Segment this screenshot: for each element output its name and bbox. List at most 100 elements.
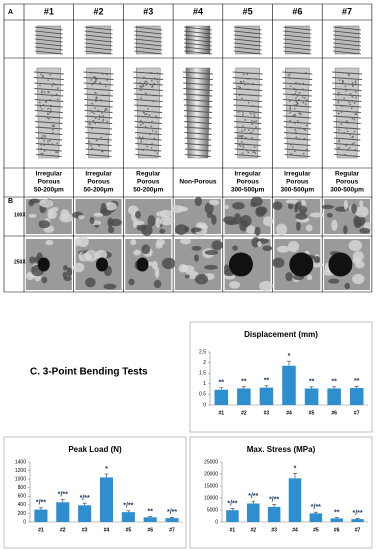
pore bbox=[147, 108, 149, 110]
thread bbox=[333, 42, 362, 47]
pore bbox=[355, 113, 358, 116]
thread bbox=[332, 77, 362, 80]
pore bbox=[253, 151, 255, 153]
pore bbox=[139, 82, 141, 84]
pore bbox=[252, 105, 254, 107]
error-bar bbox=[251, 500, 256, 504]
sem-texture bbox=[28, 199, 35, 207]
pore bbox=[293, 87, 296, 90]
pore bbox=[50, 104, 52, 107]
pore bbox=[242, 73, 245, 76]
error-bar bbox=[170, 516, 175, 519]
sem-texture bbox=[306, 274, 313, 281]
sem-texture bbox=[151, 260, 158, 270]
thread bbox=[283, 104, 312, 108]
pore bbox=[353, 130, 356, 133]
column-description: Irregular bbox=[284, 171, 311, 178]
thread bbox=[33, 77, 64, 80]
thread bbox=[284, 148, 311, 152]
pore bbox=[244, 83, 246, 86]
pore bbox=[92, 120, 95, 122]
pore bbox=[294, 113, 296, 116]
sem-texture bbox=[134, 220, 145, 226]
pore bbox=[338, 140, 340, 143]
chart-frame bbox=[3, 436, 187, 549]
thread bbox=[233, 110, 262, 113]
thread bbox=[234, 143, 261, 146]
pore bbox=[105, 73, 108, 75]
column-description: 50-200μm bbox=[34, 187, 64, 194]
pore bbox=[43, 144, 45, 146]
pore bbox=[148, 114, 151, 116]
significance-label: */** bbox=[227, 500, 237, 507]
thread bbox=[84, 110, 113, 113]
pore bbox=[49, 111, 51, 114]
thread bbox=[84, 30, 113, 35]
sem-texture bbox=[38, 220, 51, 229]
pore bbox=[337, 147, 339, 150]
thread bbox=[34, 26, 63, 31]
sem-texture bbox=[211, 214, 217, 225]
significance-label: */** bbox=[123, 503, 133, 510]
bar bbox=[330, 518, 343, 522]
sem-texture bbox=[309, 212, 324, 218]
pore bbox=[345, 144, 347, 147]
thread bbox=[332, 104, 362, 108]
pore bbox=[237, 135, 240, 137]
pore bbox=[305, 103, 307, 105]
pore bbox=[243, 80, 245, 83]
thread bbox=[283, 115, 312, 119]
sem-texture bbox=[298, 205, 308, 214]
error-bar bbox=[219, 387, 224, 390]
thread bbox=[284, 143, 311, 146]
column-description: Porous bbox=[236, 179, 259, 186]
pore bbox=[237, 85, 240, 88]
x-tick-label: #1 bbox=[219, 410, 225, 416]
pore bbox=[287, 74, 290, 76]
bar bbox=[78, 505, 92, 522]
thread bbox=[134, 132, 162, 135]
pore bbox=[155, 115, 157, 117]
sem-texture bbox=[78, 215, 85, 220]
pore bbox=[295, 104, 298, 107]
pore bbox=[242, 146, 245, 148]
thread bbox=[283, 121, 312, 124]
significance-label: */** bbox=[167, 509, 177, 516]
sem-texture bbox=[133, 249, 141, 256]
y-tick-label: 15000 bbox=[204, 483, 218, 489]
pore bbox=[337, 94, 340, 96]
pore bbox=[239, 86, 242, 89]
sem-texture bbox=[245, 225, 256, 234]
pore bbox=[39, 105, 42, 108]
sem-texture bbox=[224, 204, 230, 210]
sem-texture bbox=[128, 278, 135, 286]
pore bbox=[94, 122, 96, 124]
sem-texture bbox=[310, 262, 323, 268]
pore bbox=[298, 82, 300, 85]
sem-texture bbox=[254, 226, 261, 236]
pore bbox=[293, 104, 296, 106]
thread bbox=[34, 110, 63, 113]
sem-texture bbox=[351, 203, 358, 214]
thread bbox=[134, 115, 163, 119]
thread bbox=[283, 42, 312, 47]
pore bbox=[146, 81, 148, 83]
sem-texture bbox=[354, 260, 365, 269]
pore bbox=[344, 153, 346, 156]
thread bbox=[233, 104, 262, 108]
pore bbox=[297, 93, 299, 96]
x-tick-label: #1 bbox=[230, 527, 236, 533]
y-tick-label: 2 bbox=[203, 360, 206, 366]
error-bar bbox=[355, 518, 360, 520]
pore bbox=[106, 120, 108, 123]
bar bbox=[226, 510, 239, 522]
sem-texture bbox=[331, 219, 338, 231]
sem-texture bbox=[328, 278, 340, 284]
pore bbox=[39, 84, 41, 87]
thread bbox=[283, 26, 312, 31]
pore bbox=[288, 100, 291, 102]
sem-texture bbox=[224, 274, 236, 280]
pore bbox=[351, 82, 354, 84]
thread bbox=[85, 137, 112, 141]
thread bbox=[234, 126, 262, 130]
